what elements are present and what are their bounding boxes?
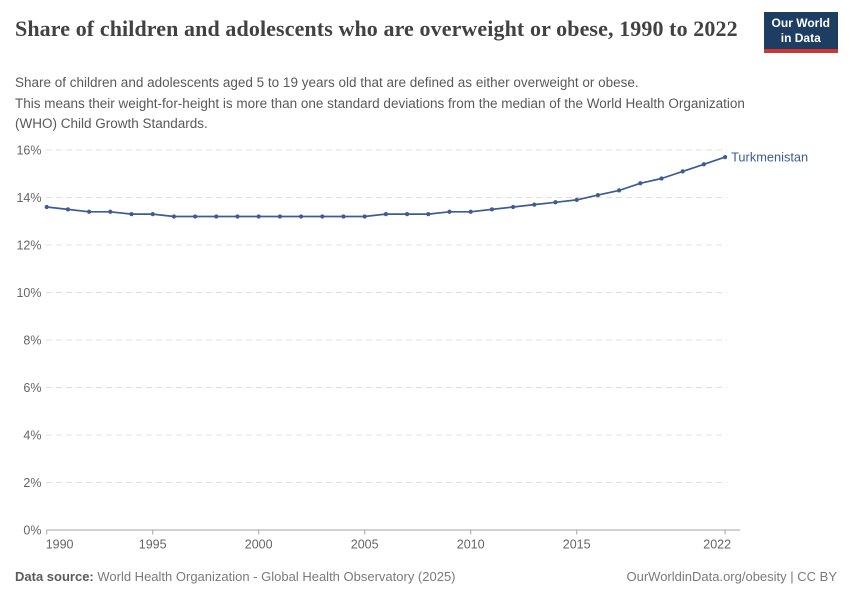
data-point [299,214,304,219]
subtitle-line-2: This means their weight-for-height is mo… [15,95,745,111]
data-point [256,214,261,219]
data-point [723,155,728,160]
x-tick-label: 1990 [46,538,74,552]
data-point [659,176,664,181]
y-tick-label: 6% [23,381,41,395]
data-source-value: World Health Organization - Global Healt… [93,569,456,584]
data-point [405,212,410,217]
x-tick-label: 2022 [703,538,731,552]
y-tick-label: 12% [16,238,41,252]
y-tick-label: 2% [23,476,41,490]
data-point [129,212,134,217]
x-tick-label: 2000 [245,538,273,552]
y-tick-label: 8% [23,333,41,347]
x-tick-label: 1995 [139,538,167,552]
data-source-label: Data source: [15,569,94,584]
series-label-turkmenistan: Turkmenistan [731,149,808,164]
data-point [214,214,219,219]
x-tick-label: 2015 [563,538,591,552]
x-tick-label: 2010 [457,538,485,552]
y-tick-label: 0% [23,523,41,537]
owid-logo-line2: in Data [780,31,821,45]
data-point [489,207,494,212]
trend-line-turkmenistan [45,156,726,218]
subtitle-line-3: (WHO) Child Growth Standards. [15,116,208,131]
data-point [362,214,367,219]
attribution: OurWorldinData.org/obesity | CC BY [626,569,838,584]
data-point [383,212,388,217]
data-point [341,214,346,219]
owid-logo: Our World in Data [763,12,838,53]
data-point [65,207,70,212]
data-point [235,214,240,219]
data-point [44,204,49,210]
data-point [510,204,516,210]
data-point [638,181,643,186]
data-point [108,209,113,214]
data-point [680,169,685,174]
data-point [701,162,707,167]
data-point [595,193,601,198]
data-point [87,209,92,214]
data-source: Data source: World Health Organization -… [15,569,456,584]
data-point [447,209,452,214]
chart-footer: Data source: World Health Organization -… [15,569,837,584]
data-point [277,214,282,219]
y-tick-label: 10% [16,286,41,300]
data-point [320,214,325,219]
data-point [150,212,155,217]
data-point [426,212,431,217]
data-point [574,197,579,202]
data-point [468,209,473,214]
y-tick-label: 14% [16,191,41,205]
x-tick-label: 2005 [351,538,379,552]
data-point [532,202,537,207]
data-point [193,214,198,219]
data-point [617,188,622,193]
data-point [553,200,558,205]
y-tick-label: 16% [16,143,41,157]
subtitle-line-1: Share of children and adolescents aged 5… [15,75,639,90]
chart-title: Share of children and adolescents who ar… [15,16,738,41]
owid-logo-line1: Our World [771,16,830,30]
data-point [171,214,176,219]
y-tick-label: 4% [23,428,41,442]
chart-subtitle: Share of children and adolescents aged 5… [15,73,843,135]
